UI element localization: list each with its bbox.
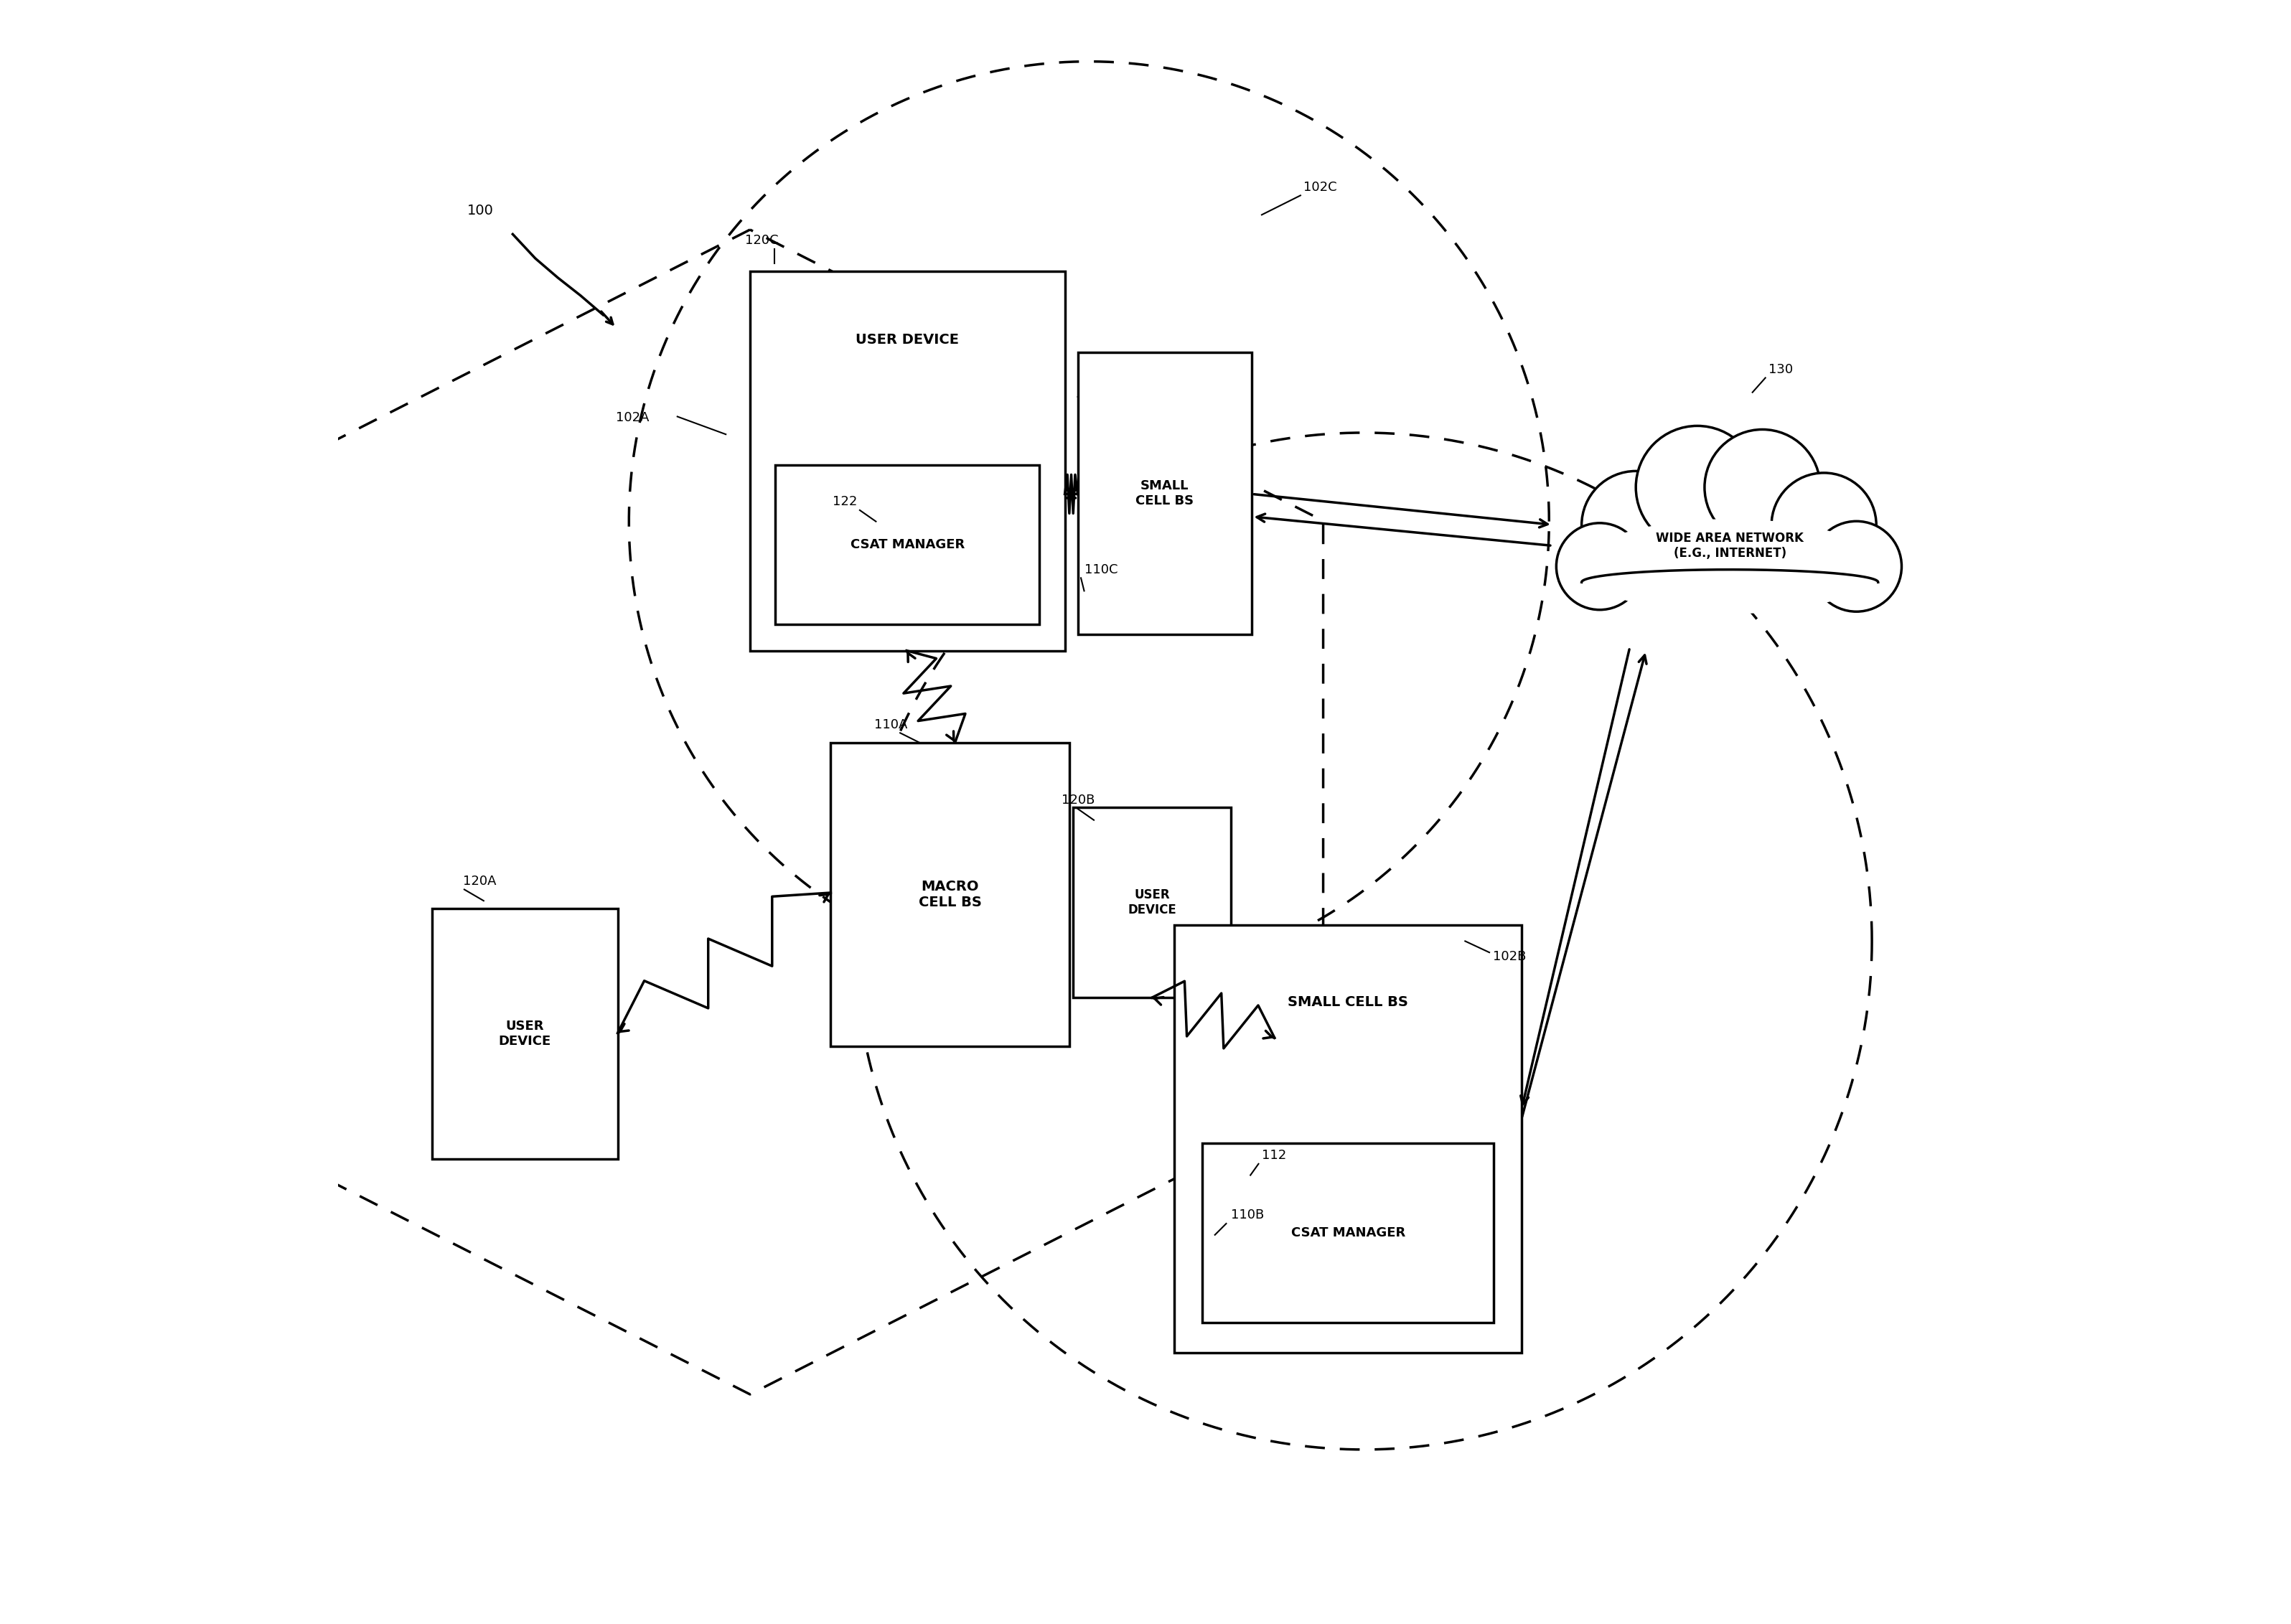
FancyBboxPatch shape	[749, 271, 1065, 651]
Text: SMALL CELL BS: SMALL CELL BS	[1288, 996, 1409, 1009]
Text: 110B: 110B	[1230, 1208, 1265, 1221]
FancyBboxPatch shape	[832, 742, 1070, 1046]
Ellipse shape	[1581, 520, 1879, 614]
Text: USER DEVICE: USER DEVICE	[857, 333, 960, 346]
Circle shape	[1581, 471, 1691, 580]
FancyBboxPatch shape	[433, 909, 619, 1160]
Text: 120C: 120C	[745, 234, 779, 247]
Text: 120B: 120B	[1061, 794, 1095, 807]
Text: 102B: 102B	[1491, 950, 1526, 963]
Circle shape	[1556, 523, 1643, 609]
Circle shape	[1636, 425, 1759, 549]
Text: 102A: 102A	[616, 411, 648, 424]
FancyBboxPatch shape	[1077, 352, 1253, 635]
Text: 122: 122	[832, 495, 857, 508]
FancyBboxPatch shape	[1072, 807, 1230, 997]
Circle shape	[1812, 521, 1902, 612]
Text: 102C: 102C	[1304, 180, 1338, 193]
Text: 110C: 110C	[1084, 564, 1118, 577]
Text: 100: 100	[467, 205, 495, 218]
FancyBboxPatch shape	[774, 464, 1040, 624]
Text: 110A: 110A	[875, 718, 907, 731]
Text: MACRO
CELL BS: MACRO CELL BS	[919, 880, 983, 909]
Circle shape	[1705, 429, 1821, 546]
Text: SMALL
CELL BS: SMALL CELL BS	[1136, 479, 1194, 507]
Text: 120A: 120A	[463, 875, 497, 887]
Circle shape	[1771, 473, 1876, 578]
Text: USER
DEVICE: USER DEVICE	[499, 1020, 552, 1047]
FancyBboxPatch shape	[1203, 1143, 1494, 1324]
Text: 130: 130	[1769, 362, 1794, 375]
FancyBboxPatch shape	[1175, 926, 1521, 1353]
Text: WIDE AREA NETWORK
(E.G., INTERNET): WIDE AREA NETWORK (E.G., INTERNET)	[1656, 533, 1803, 560]
Text: 112: 112	[1262, 1148, 1285, 1161]
Text: CSAT MANAGER: CSAT MANAGER	[1290, 1226, 1404, 1239]
Text: USER
DEVICE: USER DEVICE	[1127, 888, 1175, 916]
Text: CSAT MANAGER: CSAT MANAGER	[850, 538, 965, 551]
